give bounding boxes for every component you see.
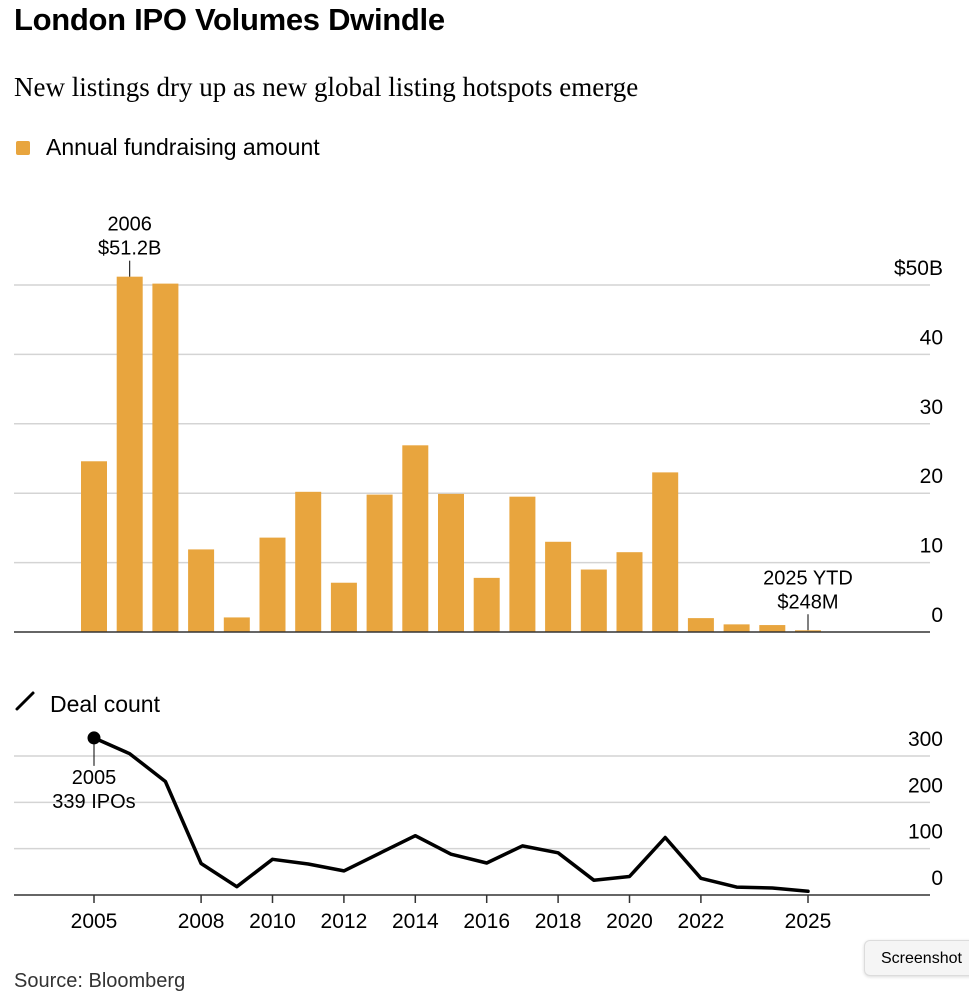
legend-deal-count-label: Deal count <box>50 690 160 717</box>
x-tick-label: 2008 <box>178 910 225 933</box>
deal-count-line <box>92 736 810 894</box>
x-tick-label: 2018 <box>535 910 582 933</box>
line-y-tick-label: 300 <box>908 728 943 751</box>
bar-annotation-label: $248M <box>777 591 838 613</box>
chart-title: London IPO Volumes Dwindle <box>14 2 445 37</box>
bar-2019 <box>580 569 607 632</box>
x-tick-label: 2005 <box>71 910 118 933</box>
bar-2015 <box>438 493 464 632</box>
bar-y-tick-label: 10 <box>920 535 943 558</box>
bar-2010 <box>259 537 286 632</box>
x-tick-label: 2025 <box>785 910 832 933</box>
bar-y-tick-label: 20 <box>920 465 943 488</box>
bar-y-tick-label: 0 <box>931 604 943 627</box>
x-tick-label: 2012 <box>321 910 368 933</box>
bar-2012 <box>330 582 357 632</box>
bar-2006 <box>116 276 143 632</box>
line-y-tick-label: 100 <box>908 821 943 844</box>
x-tick-label: 2020 <box>606 910 653 933</box>
bar-2014 <box>402 445 429 632</box>
bar-y-tick-label: 30 <box>920 396 943 419</box>
legend-bar-swatch <box>16 140 30 155</box>
bar-annotation-label: $51.2B <box>98 238 161 260</box>
bar-2005 <box>81 461 107 632</box>
bar-2008 <box>188 549 215 632</box>
bar-2022 <box>687 618 714 632</box>
bar-2018 <box>545 541 572 632</box>
bar-2020 <box>616 552 643 632</box>
bar-2017 <box>509 496 536 632</box>
x-tick-label: 2010 <box>249 910 296 933</box>
bar-2025 <box>795 630 821 632</box>
bar-annotation-label: 2006 <box>107 214 152 236</box>
bar-2024 <box>759 625 786 632</box>
bar-2011 <box>295 491 322 632</box>
line-legend-icon <box>14 690 36 718</box>
x-tick-label: 2022 <box>678 910 725 933</box>
screenshot-tooltip: Screenshot <box>864 940 969 976</box>
bar-annotation-label: 2025 YTD <box>763 567 853 589</box>
line-annotation-label: 2005 <box>72 767 117 789</box>
source-note: Source: Bloomberg <box>14 970 186 992</box>
bar-2009 <box>223 617 250 632</box>
x-tick-label: 2014 <box>392 910 439 933</box>
bar-2016 <box>473 577 500 632</box>
line-y-tick-label: 200 <box>908 774 943 797</box>
bar-2013 <box>366 494 393 632</box>
chart-subtitle: New listings dry up as new global listin… <box>14 72 639 102</box>
line-y-tick-label: 0 <box>931 867 943 890</box>
bar-2023 <box>723 624 750 632</box>
bar-y-tick-label: $50B <box>894 257 943 280</box>
bar-2007 <box>152 283 179 632</box>
line-annotation-label: 339 IPOs <box>52 791 135 813</box>
bar-y-tick-label: 40 <box>920 326 943 349</box>
x-tick-label: 2016 <box>463 910 510 933</box>
legend-fundraising-label: Annual fundraising amount <box>46 134 320 160</box>
legend-deal-count: Deal count <box>14 690 160 718</box>
legend-fundraising: Annual fundraising amount <box>16 134 320 161</box>
bar-2021 <box>652 472 679 632</box>
